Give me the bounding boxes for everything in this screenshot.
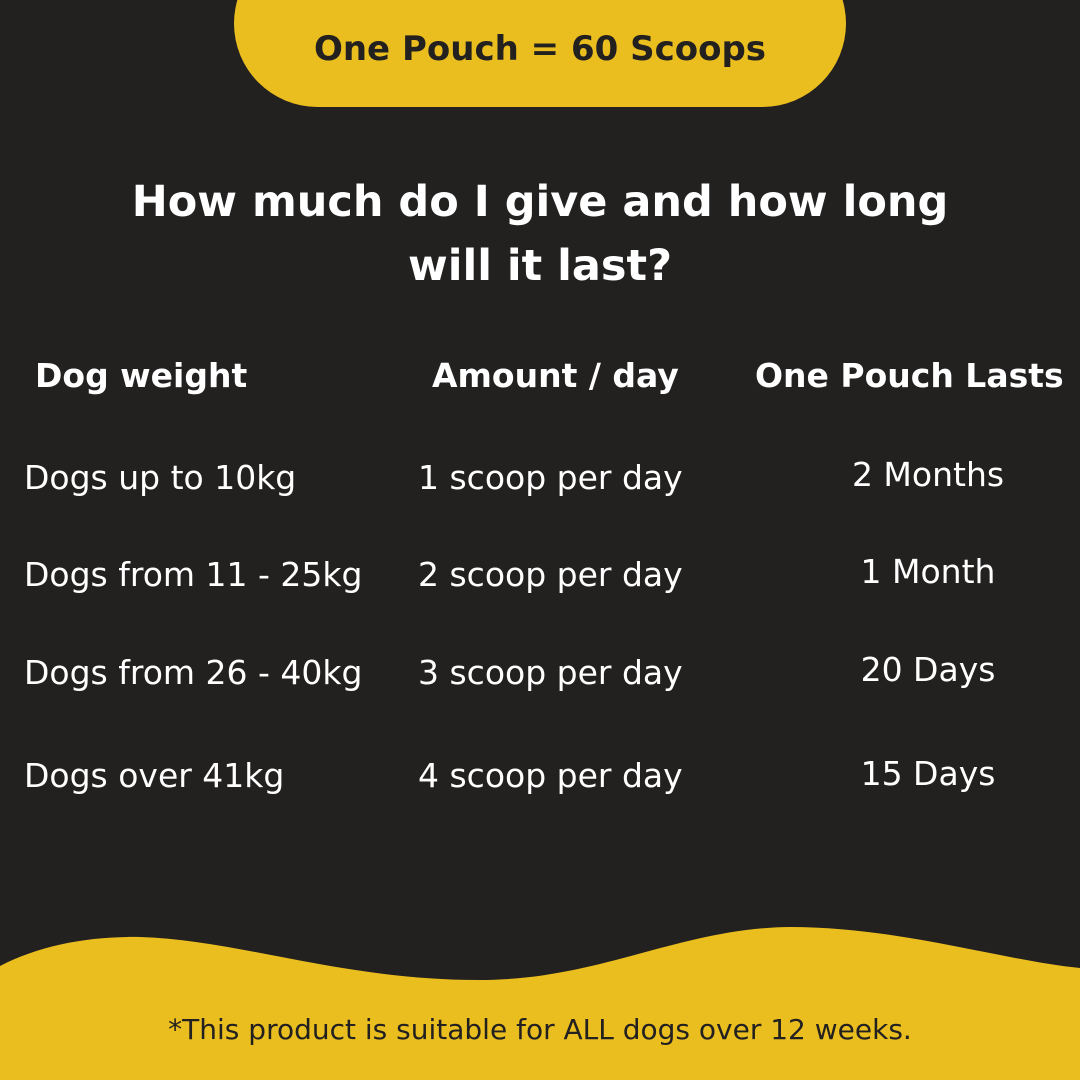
header-pouch-lasts: One Pouch Lasts [755,356,1064,395]
cell-weight: Dogs from 11 - 25kg [24,555,363,594]
header-amount-day: Amount / day [432,356,679,395]
cell-weight: Dogs up to 10kg [24,458,297,497]
title-line-2: will it last? [407,241,673,291]
cell-amount: 3 scoop per day [418,653,683,692]
cell-weight: Dogs from 26 - 40kg [24,653,363,692]
cell-lasts: 15 Days [860,754,996,793]
title-line-1: How much do I give and how long [131,177,949,227]
header-dog-weight: Dog weight [35,356,248,395]
footer-wave [0,927,1080,1080]
banner-text: One Pouch = 60 Scoops [313,29,767,69]
banner-pill: One Pouch = 60 Scoops [234,0,846,107]
cell-amount: 4 scoop per day [418,756,683,795]
footer-note: *This product is suitable for ALL dogs o… [168,1013,912,1046]
cell-lasts: 20 Days [860,650,996,689]
page-title: How much do I give and how long will it … [0,170,1080,298]
cell-weight: Dogs over 41kg [24,756,285,795]
cell-lasts: 2 Months [851,455,1005,494]
cell-amount: 1 scoop per day [418,458,683,497]
cell-lasts: 1 Month [860,552,996,591]
cell-amount: 2 scoop per day [418,555,683,594]
